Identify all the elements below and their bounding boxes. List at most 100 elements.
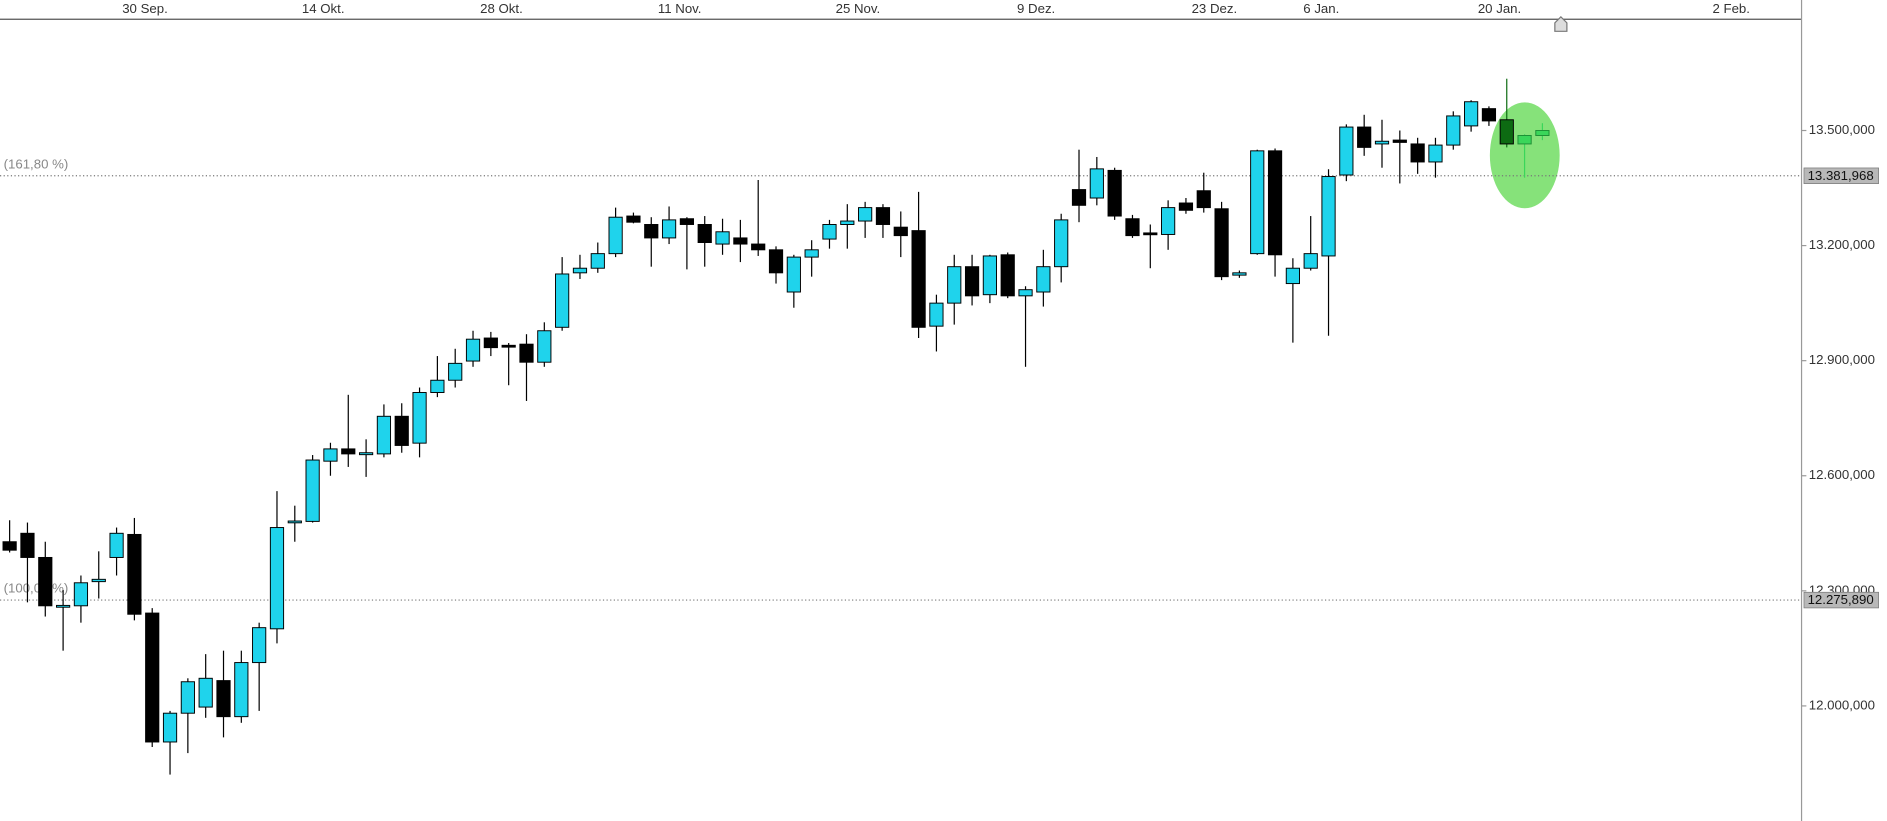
candle-body [1232, 272, 1247, 276]
candle-body [1161, 207, 1176, 235]
x-tick-label: 9 Dez. [1017, 1, 1055, 16]
x-tick-label: 28 Okt. [480, 1, 523, 16]
candle-body [786, 256, 801, 293]
candle-body [1036, 266, 1051, 293]
level-value-box [1803, 167, 1879, 184]
candle-body [644, 224, 659, 239]
candle-body [430, 379, 445, 393]
level-value-box [1803, 591, 1879, 609]
candle-body [1054, 219, 1069, 268]
candle-body [234, 662, 249, 718]
candle-body [412, 392, 427, 444]
candle-body [911, 230, 926, 328]
candle-body [804, 249, 819, 258]
candle-body [964, 266, 980, 297]
level-value-label: 13.381,968 [1808, 168, 1874, 183]
candle-body [1143, 232, 1158, 236]
candle-body [287, 520, 302, 524]
plot-layer: 12.000,00012.300,00012.600,00012.900,000… [0, 1, 1879, 775]
candle-body [269, 527, 285, 630]
candle-body [305, 459, 320, 522]
candle-body [38, 556, 53, 607]
x-tick-label: 25 Nov. [836, 1, 881, 16]
candle-body [1267, 150, 1283, 256]
candle-body [91, 578, 106, 583]
candle-body [1339, 126, 1354, 176]
candle-body [982, 255, 997, 296]
candle-body [661, 219, 677, 239]
candle-body [893, 226, 908, 237]
candle-body [73, 582, 89, 607]
candle-body [2, 541, 17, 551]
candle-body [1196, 190, 1211, 209]
candle-body [1107, 169, 1122, 217]
candle-body [537, 330, 552, 363]
candle-body [768, 249, 784, 274]
x-tick-label: 30 Sep. [122, 1, 168, 16]
candle-body [109, 532, 124, 558]
candle-body [715, 231, 730, 245]
candle-body [608, 216, 623, 255]
candle-body [1214, 208, 1229, 278]
candle-body [198, 677, 213, 708]
candle-body [1250, 150, 1265, 255]
y-tick-label: 13.200,000 [1809, 237, 1875, 252]
candle-body [1374, 140, 1390, 145]
candle-body [1535, 130, 1550, 136]
candle-body [519, 343, 534, 363]
candle-body [1517, 135, 1532, 145]
candle-body [1499, 119, 1514, 145]
candle-body [626, 215, 641, 223]
x-tick-label: 6 Jan. [1303, 1, 1339, 16]
candle-body [483, 337, 498, 349]
candle-body [1481, 108, 1497, 122]
candle-body [590, 253, 605, 269]
candle-body [448, 362, 463, 381]
x-tick-label: 14 Okt. [302, 1, 345, 16]
candle-body [1428, 144, 1443, 163]
candle-body [751, 243, 766, 251]
y-tick-label: 12.000,000 [1809, 697, 1875, 712]
candle-body [145, 612, 160, 743]
candle-body [875, 207, 891, 225]
candle-body [394, 415, 409, 446]
candle-body [1410, 143, 1425, 163]
candle-body [1125, 218, 1140, 237]
candle-body [679, 218, 695, 225]
marker[interactable] [1554, 16, 1568, 32]
candle-body [341, 448, 356, 455]
candle-body [323, 448, 338, 462]
x-tick-label: 2 Feb. [1712, 1, 1749, 16]
candle-body [1000, 254, 1015, 297]
y-tick-label: 12.600,000 [1809, 467, 1875, 482]
candle-body [697, 224, 712, 244]
candle-body [56, 604, 71, 608]
candle-body [947, 266, 962, 304]
candle-body [822, 224, 837, 240]
candle-body [572, 267, 588, 274]
y-tick-label: 12.900,000 [1809, 352, 1875, 367]
candle-body [465, 338, 481, 362]
candle-body [1392, 139, 1407, 143]
level-label: (100,00 %) [4, 581, 69, 596]
candle-body [358, 452, 374, 456]
candle-body [1178, 202, 1194, 211]
candle-body [1071, 189, 1087, 206]
candle-body [1303, 253, 1318, 269]
candle-body [840, 220, 855, 225]
y-tick-label: 13.500,000 [1809, 122, 1875, 137]
candle-body [1285, 267, 1300, 285]
candle-body [501, 344, 516, 348]
x-tick-label: 23 Dez. [1192, 1, 1238, 16]
candle-body [929, 302, 944, 327]
candle-body [20, 532, 35, 558]
candle-body [162, 712, 178, 743]
candle-body [216, 680, 231, 718]
candle-body [1018, 289, 1033, 297]
candle-body [858, 207, 873, 222]
candle-body [1089, 168, 1104, 199]
candle-body [252, 627, 267, 664]
candle-body [127, 533, 142, 615]
